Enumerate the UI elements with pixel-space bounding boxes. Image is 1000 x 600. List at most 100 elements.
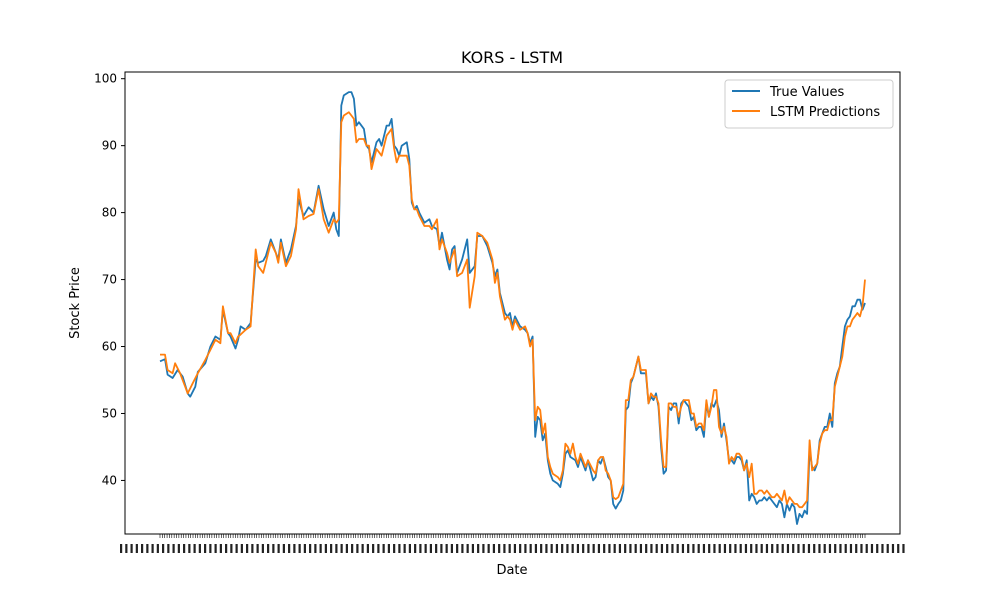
x-tick-label-overlap	[482, 544, 485, 553]
x-tick-label-overlap	[466, 544, 469, 553]
x-tick-label-overlap	[288, 544, 291, 553]
x-tick-label-overlap	[865, 544, 868, 553]
x-tick-label-overlap	[387, 544, 390, 553]
x-axis-label: Date	[496, 563, 527, 578]
y-tick-label: 80	[102, 206, 117, 220]
x-tick-label-overlap	[235, 544, 238, 553]
x-tick-label-overlap	[435, 544, 438, 553]
x-tick-label-overlap	[177, 544, 180, 553]
x-tick-label-overlap	[750, 544, 753, 553]
x-tick-label-overlap	[293, 544, 296, 553]
x-tick-label-overlap	[282, 544, 285, 553]
x-tick-label-overlap	[587, 544, 590, 553]
x-tick-label-overlap	[870, 544, 874, 553]
x-tick-label-overlap	[792, 544, 795, 553]
x-tick-label-overlap	[708, 544, 711, 553]
x-tick-label-overlap	[471, 544, 475, 553]
x-tick-label-overlap	[256, 544, 259, 553]
x-tick-label-overlap	[277, 544, 280, 553]
x-tick-label-overlap	[361, 544, 364, 553]
x-tick-label-overlap	[797, 544, 800, 553]
x-tick-label-overlap	[193, 544, 196, 553]
x-tick-label-overlap	[828, 544, 832, 553]
x-tick-label-overlap	[498, 544, 501, 553]
x-tick-label-overlap	[555, 544, 559, 553]
x-tick-label-overlap	[571, 544, 574, 553]
x-tick-label-overlap	[251, 544, 254, 553]
x-tick-label-overlap	[823, 544, 826, 553]
x-tick-label-overlap	[440, 544, 443, 553]
x-tick-label-overlap	[225, 544, 228, 553]
x-tick-label-overlap	[183, 544, 186, 553]
x-tick-label-overlap	[844, 544, 847, 553]
x-tick-label-overlap	[219, 544, 222, 553]
x-tick-label-overlap	[545, 544, 548, 553]
x-tick-label-overlap	[146, 544, 149, 553]
x-tick-label-overlap	[566, 544, 569, 553]
x-tick-label-overlap	[372, 544, 375, 553]
x-tick-label-overlap	[162, 544, 165, 553]
x-tick-label-overlap	[167, 544, 170, 553]
x-tick-label-overlap	[739, 544, 742, 553]
y-tick-label: 90	[102, 139, 117, 153]
x-tick-label-overlap	[424, 544, 427, 553]
x-tick-label-overlap	[519, 544, 522, 553]
x-tick-label-overlap	[723, 544, 727, 553]
x-tick-label-overlap	[618, 544, 622, 553]
x-tick-label-overlap	[629, 544, 632, 553]
x-tick-label-overlap	[487, 544, 490, 553]
x-tick-label-overlap	[240, 544, 243, 553]
x-tick-label-overlap	[818, 544, 821, 553]
x-tick-label-overlap	[834, 544, 837, 553]
x-tick-label-overlap	[597, 544, 601, 553]
x-tick-label-overlap	[414, 544, 417, 553]
x-tick-label-overlap	[603, 544, 606, 553]
x-tick-label-overlap	[897, 544, 900, 553]
x-tick-label-overlap	[660, 544, 664, 553]
x-tick-label-overlap	[540, 544, 543, 553]
x-tick-label-overlap	[513, 544, 517, 553]
x-tick-label-overlap	[214, 544, 217, 553]
x-tick-label-overlap	[765, 544, 769, 553]
x-tick-label-overlap	[403, 544, 406, 553]
x-tick-label-overlap	[135, 544, 138, 553]
x-tick-label-overlap	[718, 544, 721, 553]
x-tick-label-overlap	[204, 544, 207, 553]
x-tick-label-overlap	[713, 544, 716, 553]
x-tick-label-overlap	[734, 544, 737, 553]
y-tick-label: 50	[102, 406, 117, 420]
x-tick-label-overlap	[340, 544, 343, 553]
x-tick-label-overlap	[902, 544, 905, 553]
x-tick-label-overlap	[335, 544, 338, 553]
x-tick-label-overlap	[534, 544, 538, 553]
x-tick-label-overlap	[702, 544, 706, 553]
x-tick-label-overlap	[849, 544, 853, 553]
x-tick-label-overlap	[755, 544, 758, 553]
x-tick-label-overlap	[645, 544, 648, 553]
x-tick-label-overlap	[671, 544, 674, 553]
x-tick-label-overlap	[156, 544, 159, 553]
legend-label-true-values: True Values	[769, 85, 844, 100]
x-tick-label-overlap	[776, 544, 779, 553]
x-tick-label-overlap	[450, 544, 454, 553]
x-tick-label-overlap	[760, 544, 763, 553]
chart-title: KORS - LSTM	[461, 48, 563, 67]
x-tick-label-overlap	[744, 544, 748, 553]
x-tick-label-overlap	[807, 544, 811, 553]
x-tick-label-overlap	[319, 544, 322, 553]
x-tick-label-overlap	[377, 544, 380, 553]
x-tick-label-overlap	[676, 544, 679, 553]
x-tick-label-overlap	[351, 544, 354, 553]
x-tick-label-overlap	[324, 544, 327, 553]
x-tick-label-overlap	[267, 544, 270, 553]
x-tick-label-overlap	[655, 544, 658, 553]
x-tick-label-overlap	[639, 544, 643, 553]
x-tick-label-overlap	[786, 544, 790, 553]
x-tick-label-overlap	[445, 544, 448, 553]
x-tick-label-overlap	[330, 544, 333, 553]
x-tick-label-overlap	[697, 544, 700, 553]
x-tick-label-overlap	[209, 544, 212, 553]
x-tick-label-overlap	[461, 544, 464, 553]
x-tick-label-overlap	[802, 544, 805, 553]
